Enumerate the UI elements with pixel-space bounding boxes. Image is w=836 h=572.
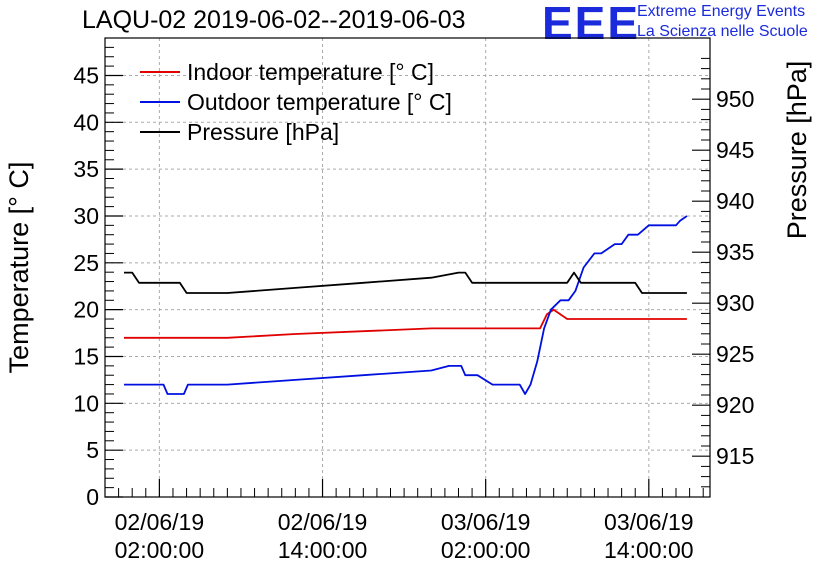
y-tick-label: 0 — [86, 484, 99, 510]
x-tick-label-date: 03/06/19 — [604, 509, 694, 535]
x-tick-label-date: 02/06/19 — [278, 509, 368, 535]
x-tick-label-date: 03/06/19 — [441, 509, 531, 535]
y2-tick-label: 940 — [716, 188, 754, 214]
y-tick-label: 15 — [73, 343, 99, 369]
y-tick-label: 25 — [73, 250, 99, 276]
axes: 0 5 10 15 20 25 30 35 40 45 915 920 925 930 935 940 945 9… — [4, 46, 812, 563]
x-tick-label-time: 02:00:00 — [115, 537, 205, 563]
x-tick-label-time: 14:00:00 — [604, 537, 694, 563]
y2-tick-label: 915 — [716, 443, 754, 469]
series-layer — [124, 215, 688, 395]
y-tick-label: 40 — [73, 109, 99, 135]
y-tick-label: 30 — [73, 203, 99, 229]
x-tick-label-time: 14:00:00 — [278, 537, 368, 563]
logo-subtitle-line2: La Scienza nelle Scuole — [637, 23, 808, 40]
y2-tick-label: 920 — [716, 392, 754, 418]
legend-label: Indoor temperature [° C] — [187, 59, 434, 85]
x-tick-label-date: 02/06/19 — [115, 509, 205, 535]
y2-tick-label: 950 — [716, 86, 754, 112]
y2-tick-label: 925 — [716, 341, 754, 367]
legend: Indoor temperature [° C] Outdoor temperat… — [140, 59, 452, 145]
y-tick-label: 10 — [73, 390, 99, 416]
y-axis-title: Temperature [° C] — [4, 162, 34, 374]
series-line-indoor — [124, 308, 687, 339]
y2-tick-label: 935 — [716, 239, 754, 265]
plot-frame — [104, 37, 711, 498]
y2-tick-label: 945 — [716, 137, 754, 163]
logo-subtitle-line1: Extreme Energy Events — [637, 3, 806, 20]
chart-title: LAQU-02 2019-06-02--2019-06-03 — [82, 6, 466, 34]
y2-axis-title: Pressure [hPa] — [782, 61, 812, 240]
legend-label: Pressure [hPa] — [187, 119, 339, 145]
y2-tick-label: 930 — [716, 290, 754, 316]
series-line-outdoor — [124, 215, 688, 395]
x-tick-label-time: 02:00:00 — [441, 537, 531, 563]
legend-label: Outdoor temperature [° C] — [187, 89, 452, 115]
y-tick-label: 5 — [86, 437, 99, 463]
series-line-pressure — [124, 271, 687, 294]
y-tick-label: 35 — [73, 156, 99, 182]
y-tick-label: 20 — [73, 297, 99, 323]
y-tick-label: 45 — [73, 62, 99, 88]
